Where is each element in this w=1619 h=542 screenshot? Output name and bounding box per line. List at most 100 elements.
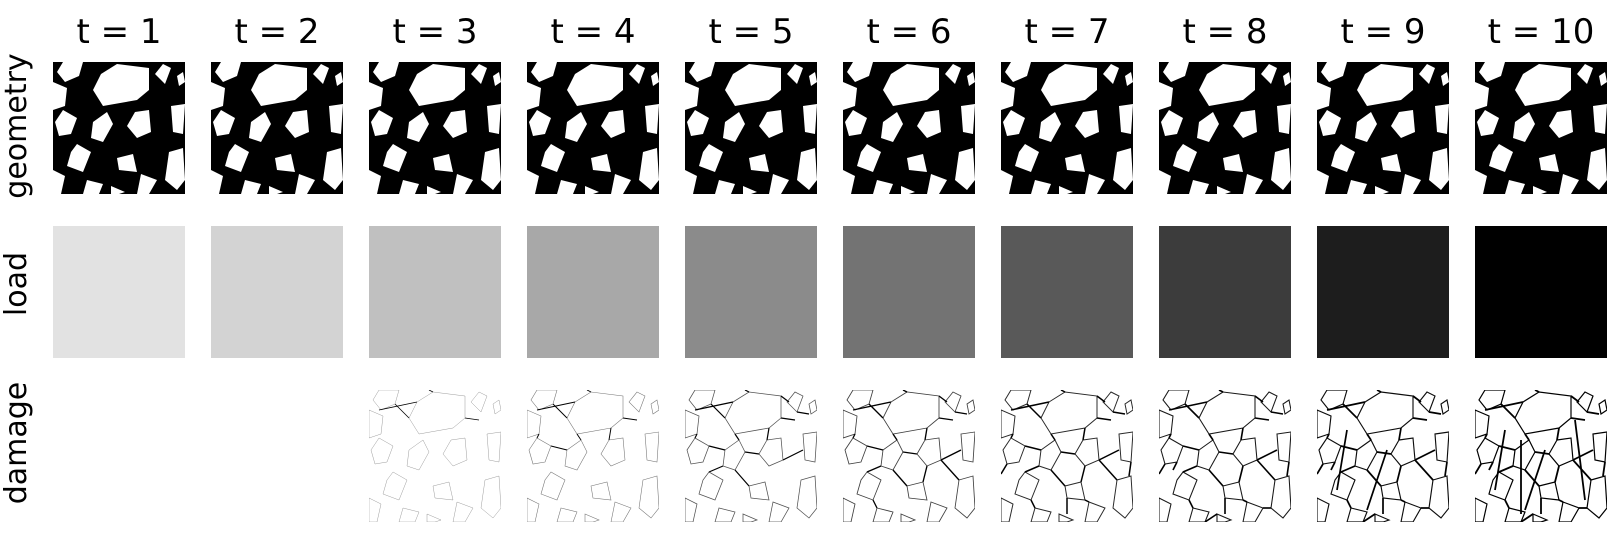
inclusion-4 bbox=[945, 64, 961, 84]
inclusion-outline-6 bbox=[1318, 437, 1342, 465]
crack-1 bbox=[694, 401, 734, 411]
inclusion-12 bbox=[797, 148, 817, 190]
inclusion-7 bbox=[1197, 112, 1219, 142]
inclusion-outline-8 bbox=[1074, 437, 1100, 467]
inclusion-outline-11 bbox=[1538, 481, 1560, 501]
crack-11 bbox=[1254, 395, 1264, 403]
crack-6 bbox=[892, 433, 898, 441]
crack-18 bbox=[1558, 499, 1564, 503]
crack-15 bbox=[1238, 465, 1244, 483]
inclusion-outline-3 bbox=[408, 391, 466, 435]
inclusion-outline-6 bbox=[528, 437, 552, 465]
inclusion-outline-9 bbox=[960, 431, 975, 463]
inclusion-8 bbox=[1549, 110, 1573, 138]
inclusion-outline-2 bbox=[1159, 409, 1174, 439]
crack-1 bbox=[852, 401, 892, 411]
crack-2 bbox=[1184, 403, 1200, 419]
crack-2 bbox=[394, 403, 410, 419]
inclusion-15 bbox=[769, 174, 789, 194]
inclusion-outline-11 bbox=[748, 481, 770, 501]
inclusion-6 bbox=[845, 110, 867, 136]
inclusion-13 bbox=[53, 170, 65, 194]
inclusion-12 bbox=[1113, 148, 1133, 190]
inclusion-outline-9 bbox=[802, 431, 817, 463]
crack-15 bbox=[1554, 465, 1560, 483]
inclusion-outline-1 bbox=[1004, 390, 1032, 411]
inclusion-6 bbox=[1003, 110, 1025, 136]
inclusion-16 bbox=[1059, 186, 1073, 194]
inclusion-1 bbox=[373, 62, 399, 82]
inclusion-3 bbox=[1515, 64, 1571, 106]
inclusion-16 bbox=[427, 186, 441, 194]
inclusion-16 bbox=[111, 186, 125, 194]
inclusion-outline-14 bbox=[872, 507, 894, 522]
crack-5 bbox=[1240, 427, 1244, 441]
geometry-panel-2 bbox=[211, 62, 343, 194]
inclusion-outline-4 bbox=[1576, 391, 1594, 414]
inclusion-9 bbox=[1277, 104, 1291, 134]
inclusion-10 bbox=[1489, 144, 1513, 172]
geometry-panel-3 bbox=[369, 62, 501, 194]
crack-14 bbox=[1024, 465, 1040, 473]
inclusion-outline-9 bbox=[1276, 431, 1291, 463]
inclusion-5 bbox=[335, 72, 343, 86]
inclusion-outline-5 bbox=[1282, 399, 1291, 415]
inclusion-outline-6 bbox=[1476, 437, 1500, 465]
inclusion-8 bbox=[1075, 110, 1099, 138]
inclusion-outline-3 bbox=[566, 391, 624, 435]
crack-16 bbox=[1098, 459, 1118, 481]
damage-panel-4 bbox=[527, 390, 659, 522]
inclusion-9 bbox=[803, 104, 817, 134]
inclusion-outline-2 bbox=[1475, 409, 1490, 439]
crack-22 bbox=[1488, 461, 1494, 471]
damage-panel-1 bbox=[53, 390, 185, 522]
inclusion-outline-8 bbox=[442, 437, 468, 467]
crack-10 bbox=[1256, 449, 1278, 461]
crack-6 bbox=[1524, 433, 1530, 441]
inclusion-9 bbox=[1593, 104, 1607, 134]
inclusion-2 bbox=[53, 82, 67, 110]
crack-25 bbox=[1336, 429, 1348, 491]
inclusion-12 bbox=[481, 148, 501, 190]
inclusion-outline-5 bbox=[492, 399, 501, 415]
crack-12 bbox=[1270, 411, 1284, 415]
crack-12 bbox=[1112, 411, 1126, 415]
inclusion-2 bbox=[211, 82, 225, 110]
inclusion-15 bbox=[1085, 174, 1105, 194]
inclusion-6 bbox=[371, 110, 393, 136]
inclusion-outline-13 bbox=[369, 497, 382, 522]
crack-11 bbox=[780, 395, 790, 403]
inclusion-1 bbox=[1321, 62, 1347, 82]
crack-5 bbox=[1398, 427, 1402, 441]
inclusion-11 bbox=[433, 154, 453, 172]
inclusion-outline-14 bbox=[714, 507, 736, 522]
crack-5 bbox=[924, 427, 928, 441]
inclusion-outline-16 bbox=[1532, 513, 1549, 522]
inclusion-outline-7 bbox=[1038, 439, 1062, 471]
inclusion-outline-9 bbox=[1592, 431, 1607, 463]
inclusion-4 bbox=[1419, 64, 1435, 84]
crack-21 bbox=[1128, 461, 1132, 477]
crack-3 bbox=[902, 390, 908, 393]
column-title-4: t = 4 bbox=[550, 12, 636, 52]
crack-18 bbox=[1084, 499, 1090, 503]
crack-20 bbox=[1159, 463, 1166, 475]
inclusion-outline-1 bbox=[1478, 390, 1506, 411]
inclusion-15 bbox=[1401, 174, 1421, 194]
inclusion-outline-3 bbox=[724, 391, 782, 435]
crack-12 bbox=[954, 411, 968, 415]
crack-6 bbox=[734, 433, 740, 441]
inclusion-10 bbox=[383, 144, 407, 172]
inclusion-8 bbox=[759, 110, 783, 138]
inclusion-13 bbox=[369, 170, 381, 194]
inclusion-7 bbox=[1039, 112, 1061, 142]
inclusion-4 bbox=[629, 64, 645, 84]
crack-7 bbox=[1484, 433, 1488, 439]
inclusion-8 bbox=[1391, 110, 1415, 138]
inclusion-7 bbox=[723, 112, 745, 142]
inclusion-1 bbox=[689, 62, 715, 82]
inclusion-outline-13 bbox=[1159, 497, 1172, 522]
inclusion-7 bbox=[407, 112, 429, 142]
inclusion-12 bbox=[1587, 148, 1607, 190]
inclusion-outline-7 bbox=[1354, 439, 1378, 471]
